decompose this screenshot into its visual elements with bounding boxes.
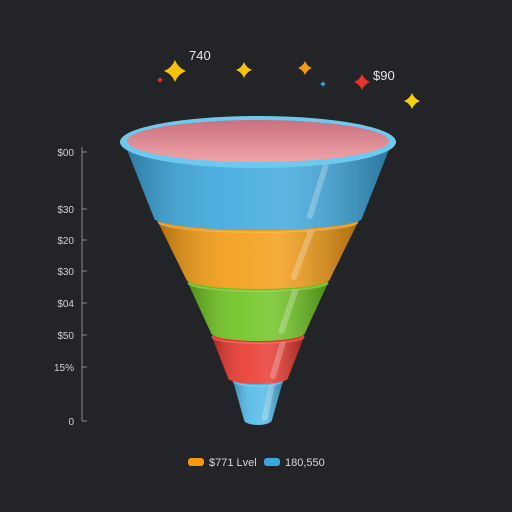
annotation-right: $90 (373, 68, 395, 83)
sparkle-icon (236, 62, 252, 78)
funnel-stage-shading (233, 381, 283, 425)
sparkle-icon (354, 74, 370, 90)
legend-swatch-orange (188, 458, 204, 466)
y-tick-label: $00 (57, 148, 74, 159)
legend-label-blue: 180,550 (285, 457, 325, 469)
y-tick-label: $30 (57, 267, 74, 278)
sparkles (157, 60, 420, 109)
y-tick-label: $50 (57, 331, 74, 342)
legend-swatch-blue (264, 458, 280, 466)
sparkle-icon (298, 61, 312, 75)
annotations: 740 $90 (189, 48, 395, 83)
funnel (120, 116, 396, 425)
sparkle-icon (320, 81, 326, 87)
y-tick-label: $20 (57, 236, 74, 247)
funnel-stage-1 (120, 116, 396, 230)
sparkle-icon (157, 77, 163, 83)
funnel-stage-highlight (291, 223, 316, 280)
funnel-stage-highlight (270, 338, 287, 379)
y-tick-label: 15% (54, 363, 74, 374)
sparkle-icon (164, 60, 186, 82)
y-axis: $00 $30 $20 $30 $04 $50 15% 0 (54, 147, 87, 428)
funnel-stage-highlight (278, 284, 300, 334)
legend: $771 Lvel 180,550 (188, 457, 325, 469)
funnel-stage-highlight (262, 382, 275, 421)
legend-label-orange: $771 Lvel (209, 457, 257, 469)
y-tick-label: 0 (68, 417, 74, 428)
y-tick-label: $30 (57, 205, 74, 216)
funnel-stage-shading (188, 283, 328, 341)
funnel-stage-shading (158, 222, 358, 289)
funnel-stage-shading (212, 337, 304, 384)
sparkle-icon (404, 93, 420, 109)
annotation-top: 740 (189, 48, 211, 63)
y-tick-label: $04 (57, 299, 74, 310)
funnel-rim-inner (127, 120, 389, 162)
